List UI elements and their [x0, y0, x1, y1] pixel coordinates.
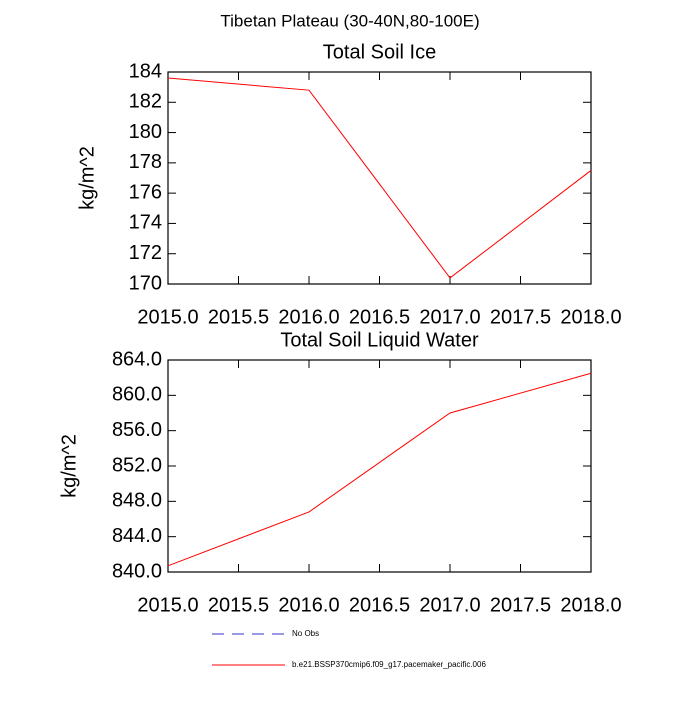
- y-tick-label: 182: [129, 91, 162, 113]
- x-tick-label: 2015.5: [208, 594, 269, 616]
- plot-frame: [167, 359, 592, 573]
- x-tick-label: 2017.0: [419, 306, 480, 328]
- y-tick-label: 848.0: [112, 490, 162, 512]
- subplot-title: Total Soil Liquid Water: [280, 329, 479, 351]
- y-axis-label: kg/m^2: [58, 434, 80, 498]
- plot-frame: [167, 71, 592, 285]
- y-tick-label: 864.0: [112, 348, 162, 370]
- y-tick-label: 176: [129, 181, 162, 203]
- x-tick-label: 2017.5: [490, 306, 551, 328]
- y-tick-label: 856.0: [112, 419, 162, 441]
- x-tick-label: 2016.0: [278, 306, 339, 328]
- x-tick-label: 2017.5: [490, 594, 551, 616]
- legend-label: b.e21.BSSP370cmip6.f09_g17.pacemaker_pac…: [292, 660, 486, 669]
- y-tick-label: 844.0: [112, 525, 162, 547]
- legend-label: No Obs: [292, 629, 319, 638]
- data-line: [167, 372, 592, 567]
- x-tick-label: 2018.0: [560, 306, 621, 328]
- x-tick-label: 2015.5: [208, 306, 269, 328]
- y-tick-label: 852.0: [112, 454, 162, 476]
- y-axis-label: kg/m^2: [76, 146, 98, 210]
- y-tick-label: 184: [129, 60, 162, 82]
- x-tick-label: 2015.0: [137, 306, 198, 328]
- y-tick-label: 860.0: [112, 384, 162, 406]
- subplot-title: Total Soil Ice: [323, 41, 436, 63]
- x-tick-label: 2016.0: [278, 594, 339, 616]
- y-tick-label: 178: [129, 151, 162, 173]
- x-tick-label: 2015.0: [137, 594, 198, 616]
- y-tick-label: 172: [129, 242, 162, 264]
- x-tick-label: 2016.5: [349, 306, 410, 328]
- x-tick-label: 2016.5: [349, 594, 410, 616]
- x-tick-label: 2017.0: [419, 594, 480, 616]
- y-tick-label: 170: [129, 272, 162, 294]
- y-tick-label: 180: [129, 121, 162, 143]
- y-tick-label: 174: [129, 212, 162, 234]
- x-tick-label: 2018.0: [560, 594, 621, 616]
- y-tick-label: 840.0: [112, 560, 162, 582]
- data-line: [167, 77, 592, 279]
- figure-title: Tibetan Plateau (30-40N,80-100E): [220, 11, 479, 30]
